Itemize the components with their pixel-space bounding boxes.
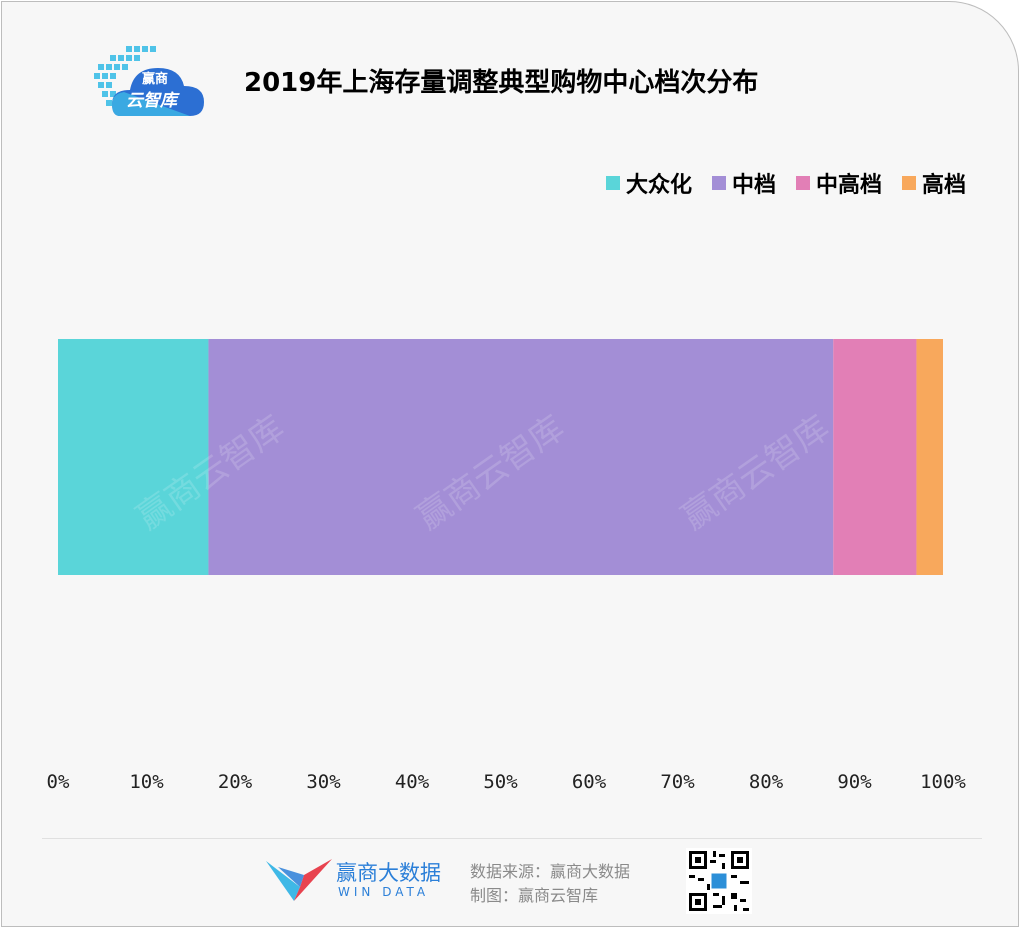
legend-swatch-high [901,176,916,190]
legend-item-mid-high: 中高档 [795,167,882,199]
legend-label-high: 高档 [921,173,966,198]
source-line: 数据来源：赢商大数据 [470,862,631,881]
x-tick-label: 20% [218,771,253,793]
bar-segment-3 [916,339,943,575]
x-tick-label: 60% [572,771,607,793]
x-tick-label: 10% [129,771,164,793]
brand-name-cn: 赢商大数据 [336,861,441,885]
logo-text-top: 赢商 [142,72,169,87]
x-tick-label: 100% [920,771,966,793]
cloud-logo-icon [94,46,204,116]
x-tick-label: 0% [47,771,70,793]
legend: 大众化 中档 中高档 高档 [586,167,966,199]
legend-label-mid: 中档 [731,173,776,198]
bar-segment-1 [208,339,834,575]
legend-item-high: 高档 [901,167,966,199]
legend-item-mid: 中档 [711,167,776,199]
x-tick-label: 90% [837,771,872,793]
legend-swatch-mass [605,176,620,190]
legend-item-mass: 大众化 [605,167,692,199]
credit-line: 制图：赢商云智库 [470,886,599,905]
legend-swatch-mid-high [795,176,810,190]
legend-swatch-mid [711,176,726,190]
legend-label-mass: 大众化 [625,173,692,198]
chart-title: 2019年上海存量调整典型购物中心档次分布 [244,68,759,98]
x-tick-label: 50% [483,771,518,793]
x-tick-label: 80% [749,771,784,793]
brand-name-en: WIN DATA [338,885,430,899]
x-tick-label: 30% [306,771,341,793]
logo-text-bottom: 云智库 [126,91,177,111]
x-tick-label: 40% [395,771,430,793]
windata-logo-icon [266,859,332,901]
bar-segment-2 [833,339,917,575]
bar-segment-0 [58,339,209,575]
x-tick-label: 70% [660,771,695,793]
legend-label-mid-high: 中高档 [815,173,882,198]
footer-divider [42,838,982,839]
data-source: 数据来源：赢商大数据 制图：赢商云智库 [470,860,630,908]
qr-code-icon [686,848,752,914]
